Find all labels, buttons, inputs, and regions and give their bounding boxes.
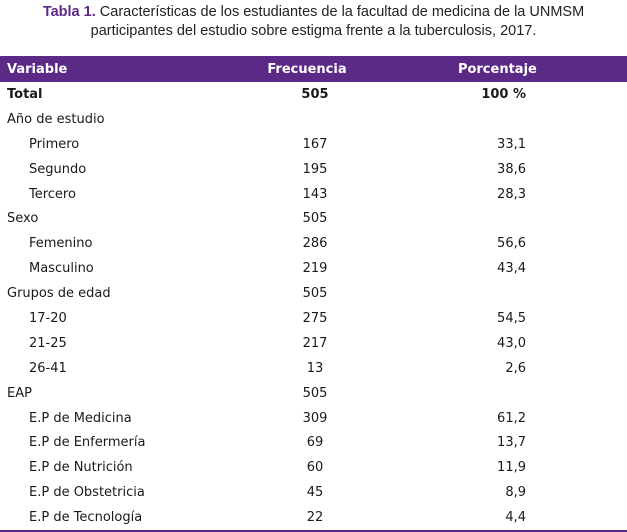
- cell-porcentaje: 43,0: [497, 335, 526, 351]
- header-frecuencia: Frecuencia: [267, 61, 347, 77]
- cell-variable: Tercero: [29, 186, 76, 202]
- cell-porcentaje: 61,2: [497, 410, 526, 426]
- table-row: Grupos de edad 505: [0, 281, 627, 306]
- cell-frecuencia: 167: [302, 136, 328, 152]
- characteristics-table: Variable Frecuencia Porcentaje Total 505 1…: [0, 56, 627, 532]
- cell-porcentaje: [368, 381, 627, 406]
- cell-porcentaje: 43,4: [497, 261, 526, 277]
- cell-variable: Año de estudio: [7, 111, 105, 127]
- table-row: E.P de Obstetricia 45 8,9: [0, 480, 627, 505]
- cell-porcentaje: 38,6: [497, 161, 526, 177]
- table-number: Tabla 1.: [42, 4, 96, 20]
- table-row: E.P de Nutrición 60 11,9: [0, 455, 627, 480]
- table-row: EAP 505: [0, 381, 627, 406]
- cell-frecuencia: 505: [301, 86, 329, 102]
- table-row: 21-25 217 43,0: [0, 331, 627, 356]
- cell-frecuencia: 143: [302, 186, 328, 202]
- cell-variable: EAP: [7, 385, 32, 401]
- cell-variable: 26-41: [29, 360, 67, 376]
- cell-frecuencia: 195: [302, 161, 328, 177]
- header-variable: Variable: [7, 61, 68, 77]
- table-row: Primero 167 33,1: [0, 132, 627, 157]
- cell-porcentaje: 8,9: [505, 485, 526, 501]
- cell-variable: Total: [7, 86, 43, 102]
- table-row: 17-20 275 54,5: [0, 306, 627, 331]
- table-row: E.P de Enfermería 69 13,7: [0, 430, 627, 455]
- table-row: Tercero 143 28,3: [0, 182, 627, 207]
- table-row: Femenino 286 56,6: [0, 231, 627, 256]
- cell-frecuencia: 505: [302, 286, 328, 302]
- cell-frecuencia: 69: [306, 435, 324, 451]
- table-row: E.P de Medicina 309 61,2: [0, 406, 627, 431]
- cell-variable: Masculino: [29, 261, 94, 277]
- cell-variable: E.P de Nutrición: [29, 460, 133, 476]
- cell-variable: Grupos de edad: [7, 286, 111, 302]
- cell-frecuencia: 505: [302, 211, 328, 227]
- cell-frecuencia: 60: [306, 460, 324, 476]
- table-row: Masculino 219 43,4: [0, 256, 627, 281]
- cell-frecuencia: 309: [302, 410, 328, 426]
- cell-frecuencia: 22: [246, 505, 368, 532]
- cell-porcentaje: 28,3: [497, 186, 526, 202]
- cell-variable: Sexo: [7, 211, 39, 227]
- cell-porcentaje: [368, 206, 627, 231]
- table-body: Total 505 100 % Año de estudio Primero 167 33,…: [0, 82, 627, 532]
- cell-frecuencia: 45: [306, 485, 324, 501]
- cell-variable: E.P de Tecnología: [0, 505, 247, 532]
- cell-porcentaje: 54,5: [497, 310, 526, 326]
- cell-frecuencia: 217: [302, 335, 328, 351]
- cell-frecuencia: 286: [302, 236, 328, 252]
- cell-porcentaje: 100 %: [481, 86, 526, 102]
- cell-variable: E.P de Medicina: [29, 410, 132, 426]
- cell-porcentaje: [368, 107, 627, 132]
- cell-porcentaje: 33,1: [497, 136, 526, 152]
- table-row: Sexo 505: [0, 206, 627, 231]
- cell-porcentaje: 11,9: [497, 460, 526, 476]
- cell-porcentaje: 2,6: [505, 360, 526, 376]
- cell-frecuencia: 275: [302, 310, 328, 326]
- table-caption: Tabla 1. Características de los estudian…: [0, 3, 627, 41]
- cell-variable: Femenino: [29, 236, 93, 252]
- header-porcentaje: Porcentaje: [457, 61, 537, 77]
- table-row: 26-41 13 2,6: [0, 356, 627, 381]
- cell-porcentaje: 56,6: [497, 236, 526, 252]
- table-row: Segundo 195 38,6: [0, 157, 627, 182]
- cell-variable: 17-20: [29, 310, 67, 326]
- cell-frecuencia: 13: [306, 360, 324, 376]
- table-header-row: Variable Frecuencia Porcentaje: [0, 56, 627, 82]
- cell-porcentaje: [368, 281, 627, 306]
- cell-variable: Segundo: [29, 161, 87, 177]
- cell-porcentaje: 13,7: [497, 435, 526, 451]
- caption-text: Características de los estudiantes de la…: [90, 4, 585, 39]
- table-row: E.P de Tecnología 22 4,4: [0, 505, 627, 532]
- cell-variable: E.P de Obstetricia: [29, 485, 145, 501]
- table-row: Año de estudio: [0, 107, 627, 132]
- cell-frecuencia: 505: [302, 385, 328, 401]
- cell-variable: E.P de Enfermería: [29, 435, 146, 451]
- table-row: Total 505 100 %: [0, 82, 627, 107]
- cell-variable: Primero: [29, 136, 80, 152]
- cell-variable: 21-25: [29, 335, 67, 351]
- cell-porcentaje: 4,4: [367, 505, 627, 532]
- cell-frecuencia: [246, 107, 368, 132]
- cell-frecuencia: 219: [302, 261, 328, 277]
